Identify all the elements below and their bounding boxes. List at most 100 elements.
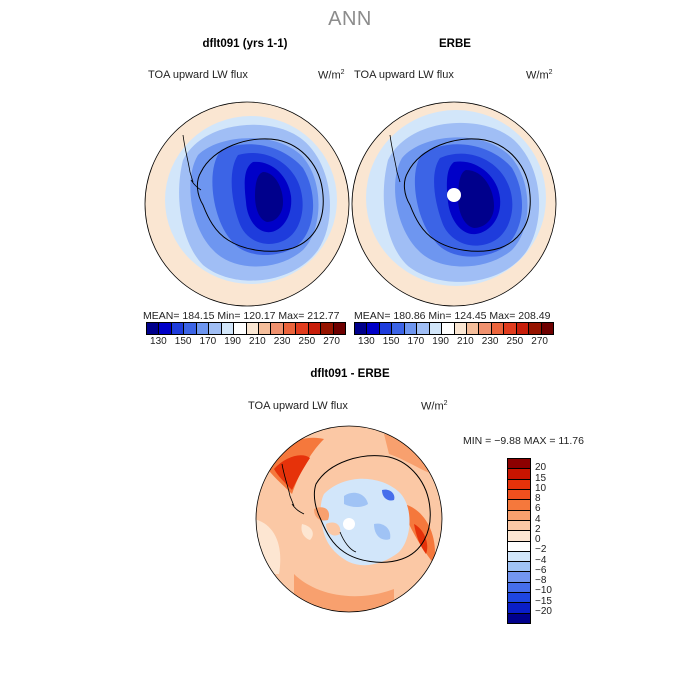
colorbar-swatch: [321, 323, 334, 334]
colorbar-tick-label: 8: [535, 493, 541, 504]
colorbar-tick-label: 15: [535, 472, 547, 484]
colorbar-tick-label: −10: [535, 585, 552, 597]
colorbar-swatch: [508, 479, 530, 490]
colorbar-swatch: [541, 323, 553, 334]
colorbar-swatch: [508, 593, 530, 604]
colorbar-swatch: [147, 323, 160, 334]
colorbar-swatch: [508, 603, 530, 614]
colorbar-swatch: [308, 323, 322, 334]
colorbar-swatch: [508, 459, 530, 470]
obs-units-label: W/m2: [526, 69, 553, 82]
colorbar-swatch: [271, 323, 284, 334]
colorbar-swatch: [529, 323, 542, 334]
colorbar-tick-label: 230: [273, 336, 291, 347]
colorbar-tick-label: 170: [407, 336, 425, 347]
colorbar-swatch: [508, 582, 530, 594]
model-polar-map: [144, 101, 350, 307]
colorbar-swatch: [379, 323, 393, 334]
colorbar-swatch: [508, 469, 530, 480]
colorbar-swatch: [504, 323, 517, 334]
colorbar-swatch: [246, 323, 259, 334]
colorbar-tick-label: 250: [298, 336, 316, 347]
colorbar-swatch: [234, 323, 247, 334]
colorbar-swatch: [258, 323, 272, 334]
colorbar-tick-label: 210: [249, 336, 266, 347]
colorbar-tick-label: 190: [432, 336, 449, 347]
colorbar-swatch: [508, 489, 530, 501]
colorbar-tick-label: −20: [535, 605, 552, 617]
colorbar-swatch: [429, 323, 443, 334]
diff-stats: MIN = −9.88 MAX = 11.76: [463, 435, 584, 447]
diff-polar-map: [255, 425, 443, 613]
diff-units-label: W/m2: [421, 400, 448, 413]
colorbar-swatch: [221, 323, 235, 334]
colorbar-swatch: [355, 323, 368, 334]
colorbar-tick-label: 150: [174, 336, 192, 347]
colorbar-swatch: [442, 323, 455, 334]
diff-colorbar: [507, 458, 531, 624]
colorbar-tick-label: 0: [535, 534, 541, 545]
colorbar-swatch: [283, 323, 297, 334]
colorbar-tick-label: −2: [535, 544, 547, 556]
colorbar-swatch: [417, 323, 430, 334]
colorbar-tick-label: 250: [506, 336, 524, 347]
colorbar-swatch: [404, 323, 418, 334]
figure-title: ANN: [328, 8, 372, 30]
colorbar-swatch: [367, 323, 380, 334]
colorbar-swatch: [159, 323, 172, 334]
colorbar-tick-label: 4: [535, 513, 541, 525]
obs-polar-map: [351, 101, 557, 307]
obs-panel-title: ERBE: [439, 38, 471, 50]
colorbar-swatch: [333, 323, 345, 334]
colorbar-tick-label: 6: [535, 503, 541, 515]
model-colorbar-labels: 130 150 170 190 210 230 250 270: [146, 336, 344, 348]
colorbar-tick-label: 170: [199, 336, 217, 347]
model-units-label: W/m2: [318, 69, 345, 82]
colorbar-tick-label: 10: [535, 482, 547, 494]
diff-colorbar-labels: 20 15 10 8 6 4 2 0 −2 −4 −6 −8 −10 −15 −20: [535, 458, 575, 628]
colorbar-swatch: [508, 551, 530, 563]
obs-stats: MEAN= 180.86 Min= 124.45 Max= 208.49: [354, 310, 551, 322]
colorbar-swatch: [508, 510, 530, 521]
colorbar-tick-label: 190: [224, 336, 241, 347]
colorbar-swatch: [508, 541, 530, 552]
colorbar-swatch: [508, 613, 530, 623]
model-panel-title: dflt091 (yrs 1-1): [202, 38, 288, 50]
colorbar-swatch: [196, 323, 210, 334]
colorbar-tick-label: −15: [535, 595, 552, 607]
colorbar-tick-label: −8: [535, 575, 547, 586]
colorbar-tick-label: −4: [535, 554, 547, 566]
obs-variable-label: TOA upward LW flux: [354, 69, 454, 81]
colorbar-tick-label: 210: [457, 336, 474, 347]
colorbar-tick-label: 230: [481, 336, 499, 347]
model-variable-label: TOA upward LW flux: [148, 69, 248, 81]
colorbar-tick-label: 270: [323, 336, 340, 347]
colorbar-tick-label: 2: [535, 523, 541, 535]
colorbar-tick-label: 20: [535, 462, 547, 474]
colorbar-swatch: [184, 323, 197, 334]
colorbar-swatch: [508, 562, 530, 573]
colorbar-swatch: [392, 323, 405, 334]
colorbar-swatch: [508, 520, 530, 532]
colorbar-tick-label: 130: [150, 336, 167, 347]
obs-colorbar: [354, 322, 554, 335]
colorbar-tick-label: 150: [382, 336, 400, 347]
model-colorbar: [146, 322, 346, 335]
colorbar-swatch: [454, 323, 467, 334]
colorbar-swatch: [508, 572, 530, 583]
colorbar-swatch: [466, 323, 480, 334]
obs-colorbar-labels: 130 150 170 190 210 230 250 270: [354, 336, 552, 348]
colorbar-swatch: [296, 323, 309, 334]
diff-panel-title: dflt091 - ERBE: [310, 368, 390, 380]
colorbar-tick-label: −6: [535, 564, 547, 576]
colorbar-swatch: [508, 500, 530, 511]
colorbar-swatch: [491, 323, 505, 334]
colorbar-swatch: [516, 323, 530, 334]
colorbar-tick-label: 270: [531, 336, 548, 347]
colorbar-swatch: [209, 323, 222, 334]
model-stats: MEAN= 184.15 Min= 120.17 Max= 212.77: [143, 310, 340, 322]
colorbar-swatch: [508, 531, 530, 542]
colorbar-swatch: [171, 323, 185, 334]
colorbar-tick-label: 130: [358, 336, 375, 347]
colorbar-swatch: [479, 323, 492, 334]
